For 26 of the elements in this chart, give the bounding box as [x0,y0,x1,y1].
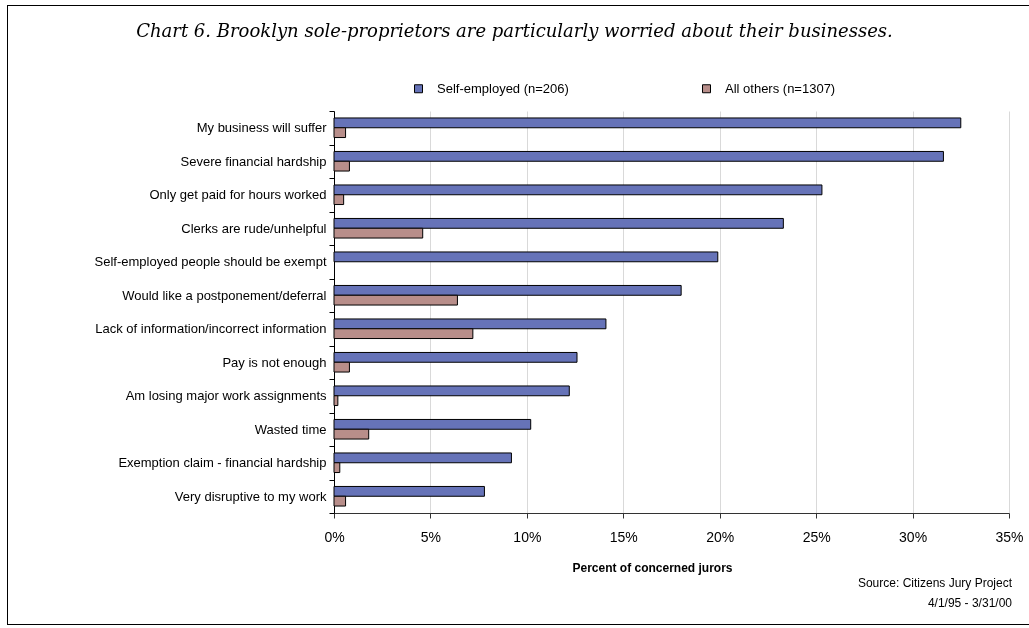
y-tick-label: Am losing major work assignments [125,388,327,404]
y-tick-label: Would like a postponement/deferral [122,287,327,303]
x-tick-label: 0% [324,528,345,545]
y-tick-label: My business will suffer [196,120,328,136]
y-tick-label: Lack of information/incorrect information [95,321,327,337]
y-tick-label: Pay is not enough [222,354,327,370]
x-tick-label: 25% [802,528,831,545]
x-tick-label: 15% [609,528,638,545]
x-tick-label: 30% [899,528,928,545]
source-note: Source: Citizens Jury Project [857,575,1012,592]
x-axis-title: Percent of concerned jurors [572,560,733,575]
chart-title: Chart 6. Brooklyn sole-proprietors are particularly worried about their businesses. [135,20,894,41]
y-tick-label: Wasted time [254,421,327,437]
x-tick-label: 10% [513,528,542,545]
y-tick-label: Self-employed people should be exempt [94,254,327,270]
legend-label: Self-employed (n=206) [437,80,569,96]
text: 4/1/95 - 3/31/00 [926,595,1012,612]
y-tick-label: Only get paid for hours worked [149,187,327,203]
y-tick-label: Very disruptive to my work [174,488,327,504]
x-tick-label: 5% [420,528,442,545]
y-tick-label: Exemption claim - financial hardship [118,455,327,471]
y-tick-label: Severe financial hardship [180,153,327,169]
x-tick-label: 20% [706,528,735,545]
x-tick-label: 35% [995,528,1024,545]
y-tick-label: Clerks are rude/unhelpful [181,220,327,236]
legend-label: All others (n=1307) [725,80,836,96]
